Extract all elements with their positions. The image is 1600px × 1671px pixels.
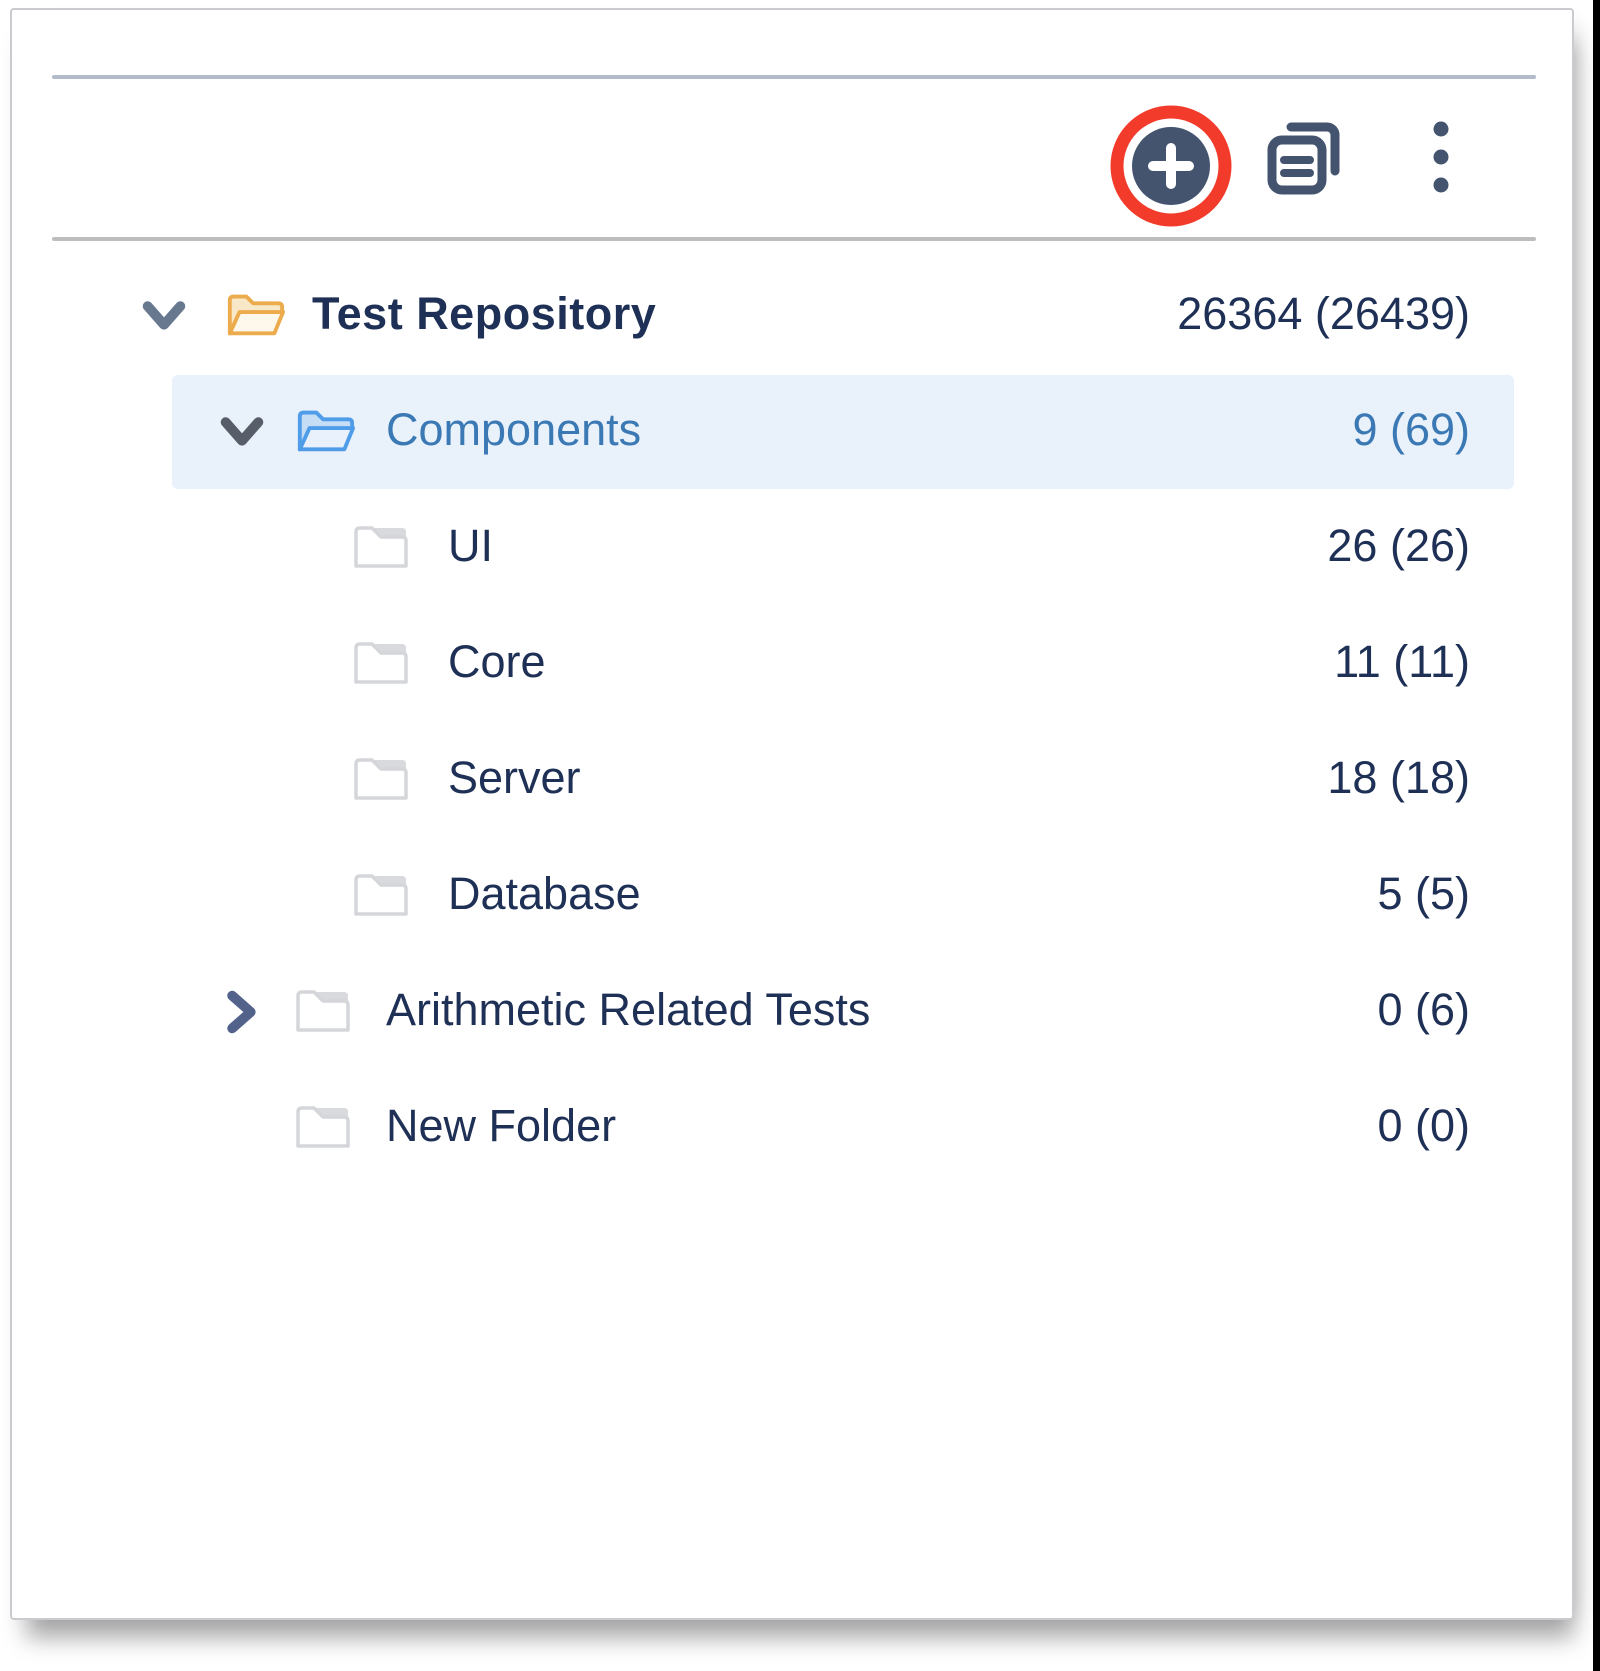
repository-panel: Test Repository 26364 (26439) Components… bbox=[10, 8, 1574, 1620]
folder-closed-icon bbox=[352, 871, 410, 919]
tree-row-test-repository[interactable]: Test Repository 26364 (26439) bbox=[12, 258, 1572, 374]
tree-row-server[interactable]: Server 18 (18) bbox=[12, 722, 1572, 838]
repository-toolbar bbox=[12, 79, 1572, 237]
folder-count: 9 (69) bbox=[1352, 403, 1470, 455]
folder-count: 26364 (26439) bbox=[1177, 287, 1470, 339]
folder-open-icon bbox=[294, 404, 356, 458]
folder-label[interactable]: Server bbox=[448, 751, 581, 803]
folder-label[interactable]: Test Repository bbox=[312, 287, 657, 339]
folder-count: 26 (26) bbox=[1327, 519, 1470, 571]
folder-count: 5 (5) bbox=[1377, 867, 1470, 919]
chevron-right-icon[interactable] bbox=[218, 993, 266, 1031]
folder-closed-icon bbox=[294, 1103, 352, 1151]
tree-row-ui[interactable]: UI 26 (26) bbox=[12, 490, 1572, 606]
row-highlight bbox=[172, 375, 1514, 489]
folder-open-icon bbox=[224, 288, 286, 342]
folder-count: 18 (18) bbox=[1327, 751, 1470, 803]
chevron-down-icon[interactable] bbox=[140, 297, 188, 335]
folder-count: 0 (0) bbox=[1377, 1099, 1470, 1151]
folder-label[interactable]: Components bbox=[386, 403, 642, 455]
top-divider bbox=[52, 75, 1536, 79]
folder-closed-icon bbox=[352, 755, 410, 803]
add-folder-button[interactable] bbox=[1109, 104, 1233, 228]
tree-row-components[interactable]: Components 9 (69) bbox=[12, 374, 1572, 490]
folder-closed-icon bbox=[294, 987, 352, 1035]
folder-count: 0 (6) bbox=[1377, 983, 1470, 1035]
folder-count: 11 (11) bbox=[1334, 635, 1470, 687]
folder-label[interactable]: UI bbox=[448, 519, 493, 571]
folder-label[interactable]: New Folder bbox=[386, 1099, 617, 1151]
folder-tree: Test Repository 26364 (26439) Components… bbox=[12, 258, 1572, 1186]
card-view-icon bbox=[1267, 122, 1340, 195]
folder-closed-icon bbox=[352, 523, 410, 571]
row-highlight bbox=[172, 1071, 1514, 1185]
chevron-down-icon[interactable] bbox=[218, 413, 266, 451]
kebab-menu-icon bbox=[1433, 121, 1449, 193]
tree-row-database[interactable]: Database 5 (5) bbox=[12, 838, 1572, 954]
folder-closed-icon bbox=[352, 639, 410, 687]
more-menu-button[interactable] bbox=[1431, 119, 1451, 195]
card-view-button[interactable] bbox=[1265, 119, 1341, 195]
toolbar-divider bbox=[52, 237, 1536, 241]
tree-row-core[interactable]: Core 11 (11) bbox=[12, 606, 1572, 722]
tree-row-arithmetic-related-tests[interactable]: Arithmetic Related Tests 0 (6) bbox=[12, 954, 1572, 1070]
folder-label[interactable]: Arithmetic Related Tests bbox=[386, 983, 871, 1035]
folder-label[interactable]: Core bbox=[448, 635, 546, 687]
screen-edge bbox=[1593, 0, 1600, 1671]
tree-row-new-folder[interactable]: New Folder 0 (0) bbox=[12, 1070, 1572, 1186]
folder-label[interactable]: Database bbox=[448, 867, 641, 919]
